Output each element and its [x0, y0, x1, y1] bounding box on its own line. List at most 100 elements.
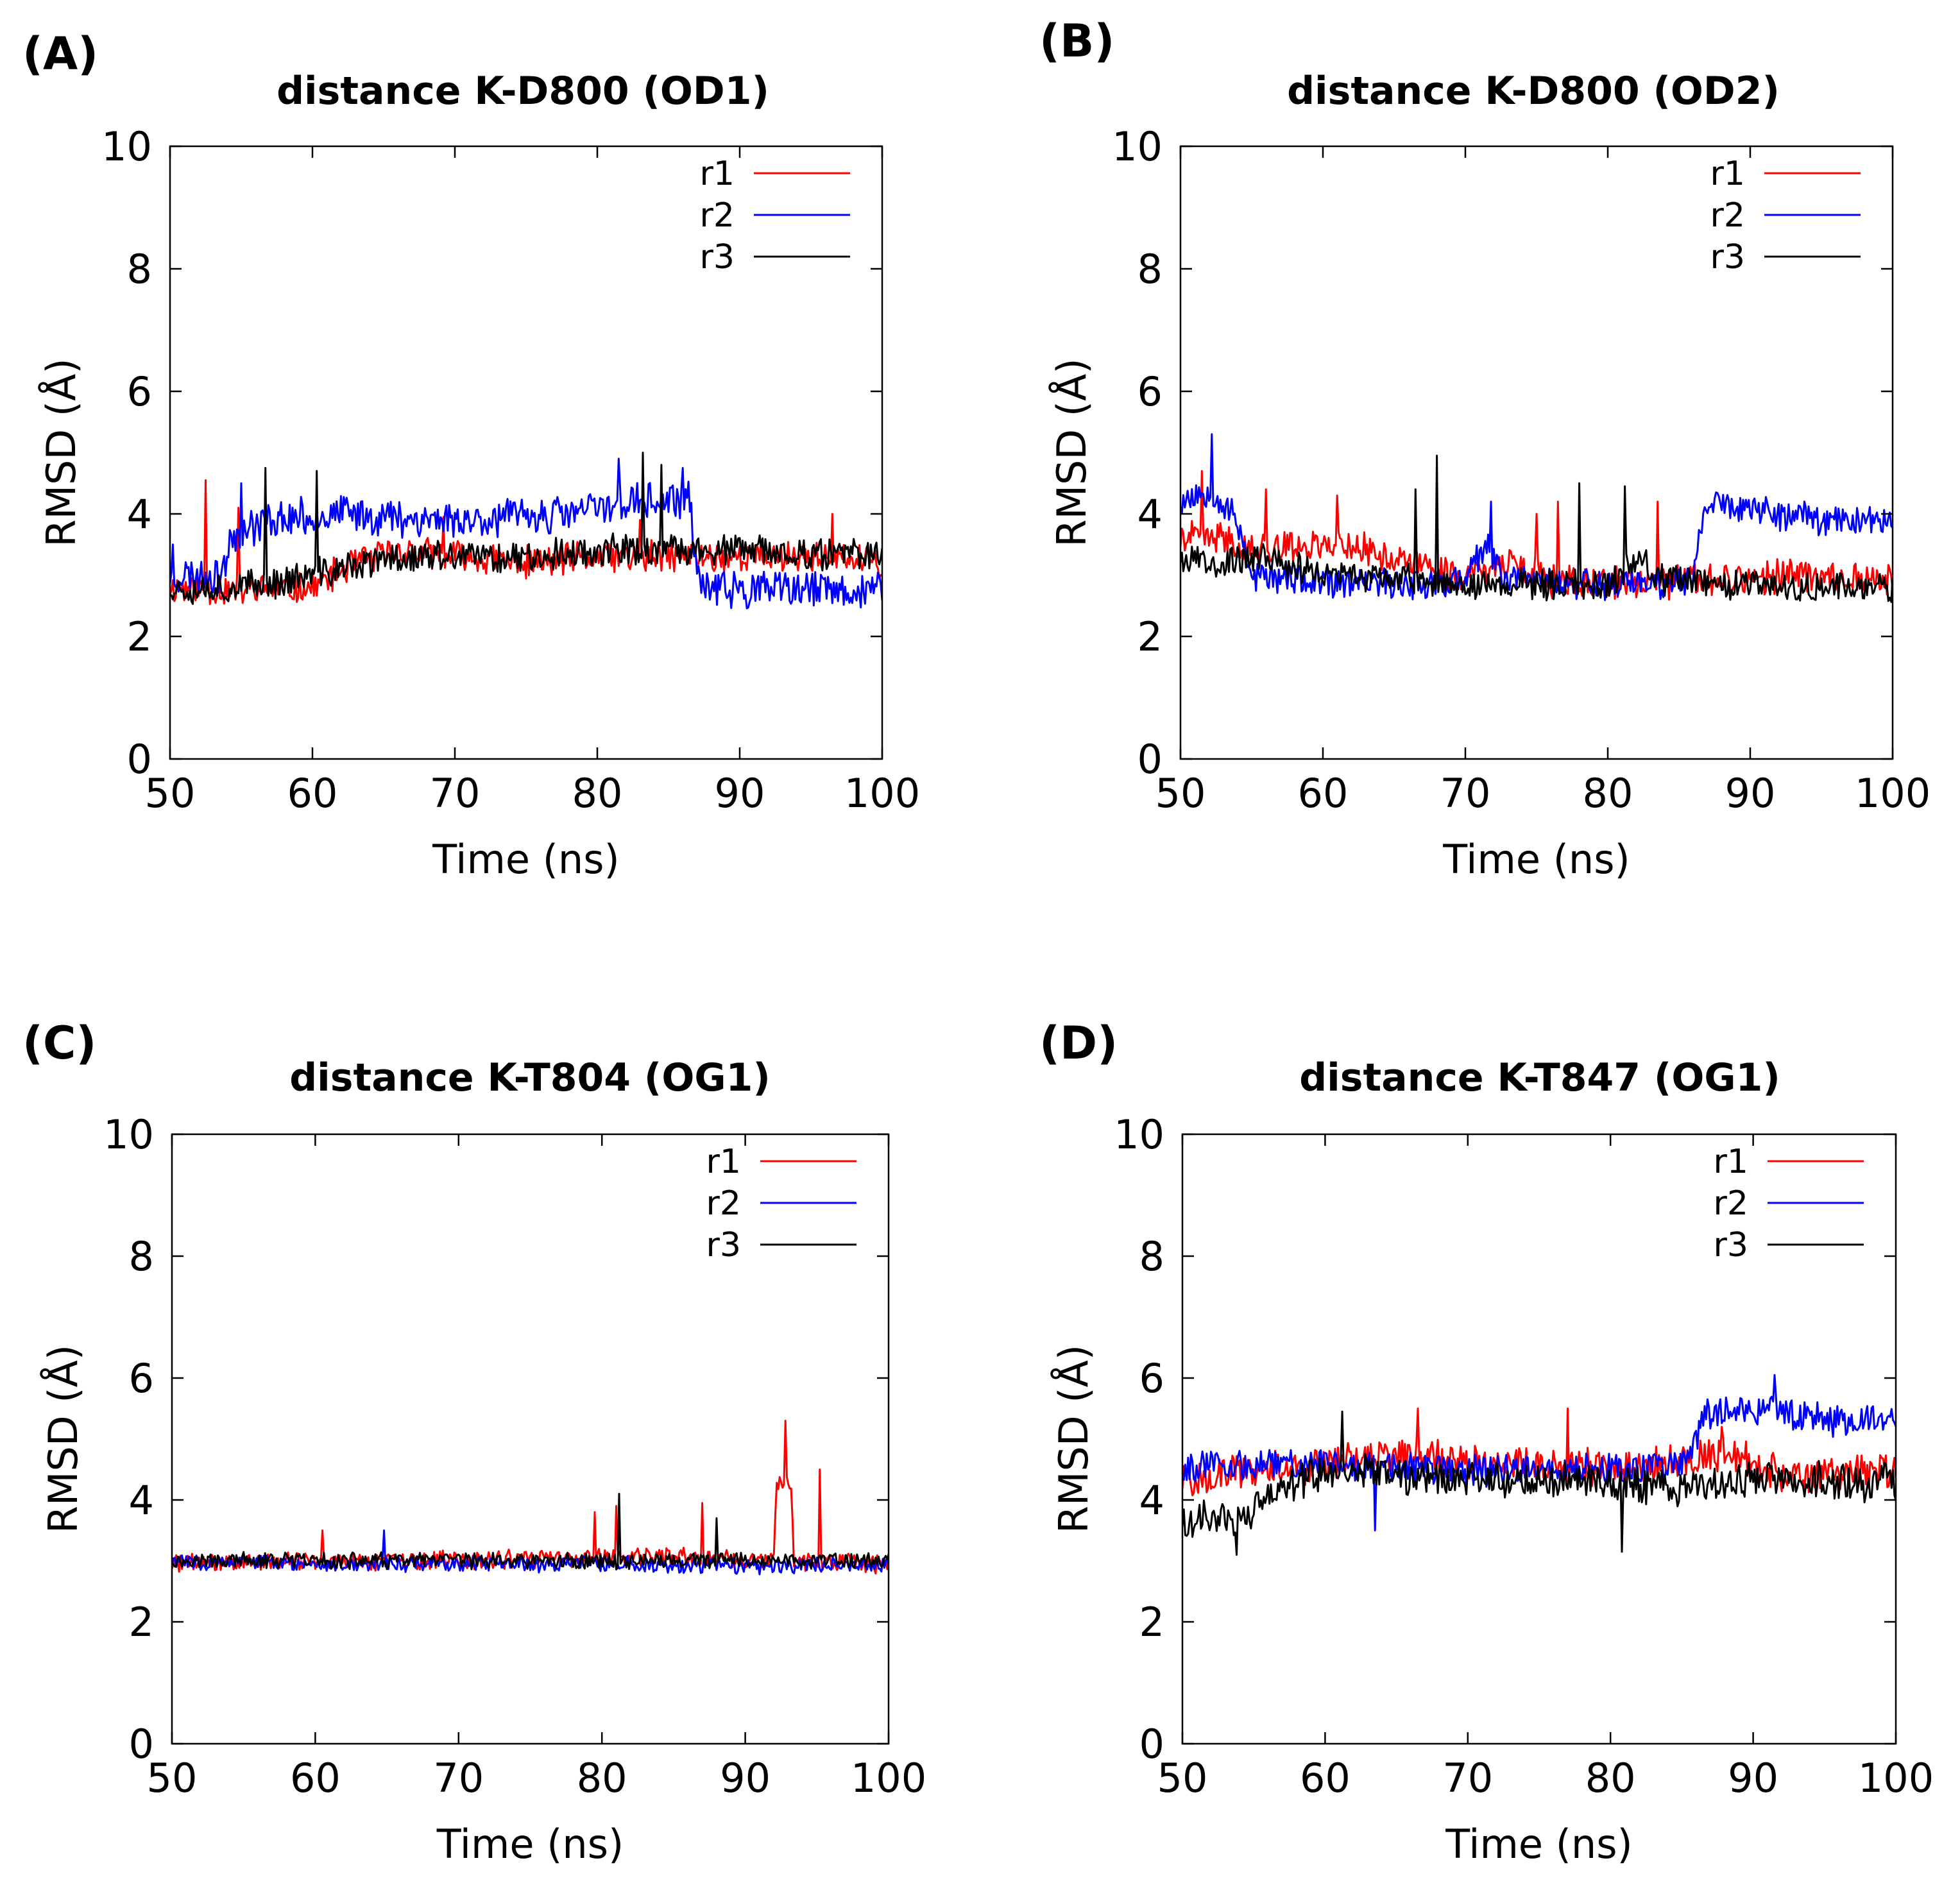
y-tick-label: 8: [127, 246, 152, 293]
x-tick-label: 50: [1155, 770, 1206, 817]
series-line-r3: [170, 452, 882, 605]
panel-label: (B): [1039, 15, 1114, 67]
series-line-r3: [172, 1493, 889, 1571]
legend-label-r1: r1: [1714, 1143, 1748, 1181]
x-tick-label: 80: [1583, 770, 1633, 817]
y-tick-label: 4: [129, 1477, 154, 1524]
y-tick-label: 6: [129, 1355, 154, 1402]
y-tick-label: 8: [129, 1233, 154, 1280]
series-group: [1182, 1374, 1896, 1556]
y-axis-label: RMSD (Å): [1048, 358, 1095, 547]
y-tick-label: 6: [127, 368, 152, 415]
x-tick-label: 60: [1300, 1755, 1351, 1801]
y-tick-label: 2: [129, 1599, 154, 1646]
y-tick-label: 10: [1114, 1111, 1164, 1158]
y-tick-label: 0: [127, 736, 152, 783]
x-tick-label: 100: [844, 770, 920, 817]
series-group: [170, 452, 882, 609]
x-tick-label: 60: [290, 1755, 341, 1801]
y-tick-label: 10: [101, 123, 152, 170]
y-tick-label: 2: [1138, 613, 1163, 660]
x-axis-label: Time (ns): [432, 836, 619, 883]
x-tick-label: 100: [1858, 1755, 1934, 1801]
legend-label-r2: r2: [700, 196, 735, 235]
y-tick-label: 0: [1139, 1721, 1164, 1767]
series-group: [1180, 433, 1893, 603]
panel-label: (C): [22, 1017, 96, 1069]
x-tick-label: 50: [1157, 1755, 1208, 1801]
x-axis-label: Time (ns): [436, 1821, 624, 1868]
x-tick-label: 50: [147, 1755, 198, 1801]
chart-title: distance K-T804 (OG1): [289, 1055, 771, 1100]
y-axis-label: RMSD (Å): [40, 1345, 87, 1533]
panel-a: (A) distance K-D800 (OD1) 50 60 70 80 90 100 0 2 4…: [22, 28, 920, 883]
x-tick-label: 90: [715, 770, 765, 817]
plot-frame: [169, 145, 883, 760]
y-tick-label: 4: [1138, 491, 1163, 538]
y-tick-label: 8: [1139, 1233, 1164, 1280]
chart-title: distance K-D800 (OD2): [1287, 69, 1780, 114]
x-tick-label: 100: [1855, 770, 1930, 817]
panel-c: (C) distance K-T804 (OG1) 50 60 70 80 90 100 0 2 4…: [22, 1017, 926, 1868]
x-tick-label: 50: [145, 770, 196, 817]
x-tick-label: 80: [577, 1755, 627, 1801]
x-tick-label: 90: [1728, 1755, 1778, 1801]
y-tick-label: 0: [1138, 736, 1163, 783]
y-tick-label: 4: [1139, 1477, 1164, 1524]
x-axis-label: Time (ns): [1445, 1821, 1632, 1868]
legend-label-r1: r1: [706, 1143, 741, 1181]
legend-label-r2: r2: [1714, 1184, 1748, 1223]
panel-d: (D) distance K-T847 (OG1) 50 60 70 80 90 100 0 2 4…: [1039, 1017, 1934, 1868]
legend-label-r1: r1: [1710, 155, 1745, 193]
plot-frame: [1179, 145, 1894, 760]
x-tick-label: 90: [720, 1755, 771, 1801]
legend-label-r2: r2: [1710, 196, 1745, 235]
legend-label-r1: r1: [700, 155, 735, 193]
series-line-r3: [1182, 1410, 1896, 1556]
y-tick-label: 8: [1138, 246, 1163, 293]
y-tick-label: 10: [103, 1111, 154, 1158]
x-tick-label: 90: [1725, 770, 1776, 817]
x-tick-label: 100: [851, 1755, 926, 1801]
series-line-r3: [1180, 454, 1893, 603]
y-tick-label: 4: [127, 491, 152, 538]
y-tick-label: 2: [127, 613, 152, 660]
y-tick-label: 6: [1138, 368, 1163, 415]
y-tick-label: 0: [129, 1721, 154, 1767]
plot-frame: [1181, 1133, 1897, 1745]
legend-label-r3: r3: [706, 1226, 741, 1264]
series-line-r2: [172, 1529, 889, 1576]
plot-frame: [171, 1133, 890, 1745]
x-tick-label: 60: [1298, 770, 1349, 817]
x-tick-label: 60: [287, 770, 338, 817]
y-tick-label: 10: [1112, 123, 1163, 170]
legend-label-r3: r3: [1714, 1226, 1748, 1264]
x-axis-label: Time (ns): [1442, 836, 1630, 883]
legend-label-r3: r3: [700, 238, 735, 277]
panel-b: (B) distance K-D800 (OD2) 50 60 70 80 90 100 0 2 4…: [1039, 15, 1930, 883]
x-tick-label: 80: [1585, 1755, 1636, 1801]
legend-label-r2: r2: [706, 1184, 741, 1223]
x-tick-label: 80: [572, 770, 623, 817]
panel-label: (D): [1039, 1017, 1118, 1069]
y-axis-label: RMSD (Å): [38, 358, 85, 547]
series-line-r2: [170, 457, 882, 609]
y-axis-label: RMSD (Å): [1050, 1345, 1097, 1533]
series-line-r2: [1182, 1374, 1896, 1531]
y-tick-label: 6: [1139, 1355, 1164, 1402]
x-tick-label: 70: [1440, 770, 1491, 817]
y-tick-label: 2: [1139, 1599, 1164, 1646]
x-tick-label: 70: [1442, 1755, 1493, 1801]
x-tick-label: 70: [430, 770, 481, 817]
legend-label-r3: r3: [1710, 238, 1745, 277]
chart-title: distance K-D800 (OD1): [277, 69, 769, 114]
panel-label: (A): [22, 28, 98, 80]
chart-title: distance K-T847 (OG1): [1299, 1055, 1780, 1100]
series-group: [172, 1420, 889, 1576]
series-line-r1: [172, 1420, 889, 1575]
